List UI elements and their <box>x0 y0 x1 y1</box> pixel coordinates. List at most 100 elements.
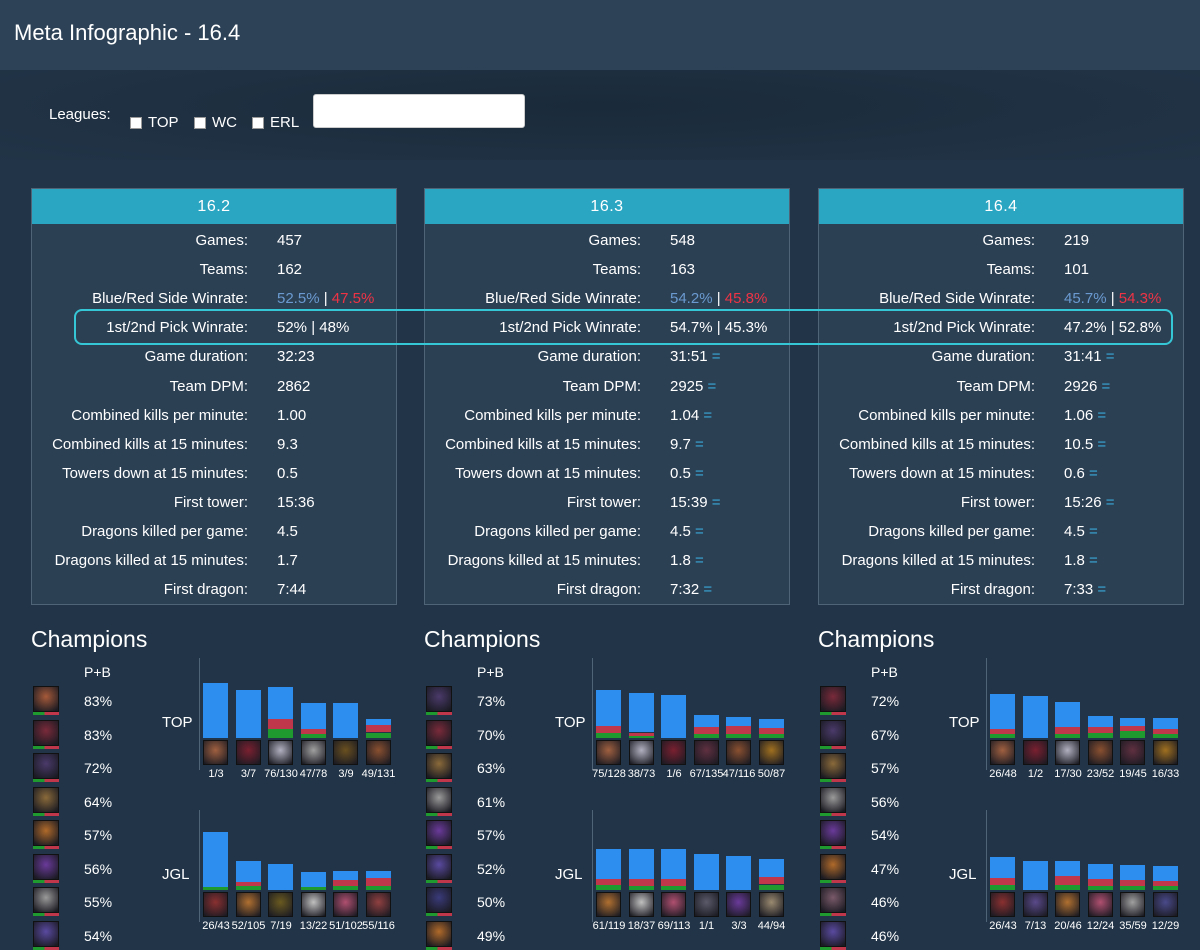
bar-champion-icon[interactable] <box>365 892 391 917</box>
role-chart-axis <box>986 810 987 922</box>
bar-champion-icon[interactable] <box>596 892 621 917</box>
champion-portrait[interactable] <box>33 920 59 947</box>
bar-segment-blue <box>333 703 358 738</box>
bar-champion-icon[interactable] <box>1055 892 1080 917</box>
bar-champion-icon[interactable] <box>693 892 719 917</box>
league-search-input[interactable] <box>313 94 525 128</box>
bar-segment-red <box>990 877 1015 886</box>
champions-title: Champions <box>424 626 541 652</box>
bar-champion-icon[interactable] <box>990 892 1015 917</box>
bar-champion-icon[interactable] <box>1087 892 1113 917</box>
bar-champion-icon[interactable] <box>990 740 1015 765</box>
bar-value-label: 13/22 <box>299 920 328 932</box>
champion-portrait[interactable] <box>426 719 452 746</box>
bar-champion-icon[interactable] <box>300 892 326 917</box>
bar-champion-icon[interactable] <box>333 892 358 917</box>
stat-label: Combined kills at 15 minutes: <box>839 435 1035 453</box>
bar-segment-blue <box>1087 716 1113 727</box>
bar-segment-blue <box>1120 864 1145 881</box>
bar-champion-icon[interactable] <box>268 892 293 917</box>
trend-equal-icon: = <box>1084 523 1098 540</box>
champion-portrait[interactable] <box>33 786 59 813</box>
bar-value-label: 1/2 <box>1027 768 1044 780</box>
pick-ban-bar <box>426 846 452 849</box>
champion-portrait[interactable] <box>33 753 59 779</box>
bar-champion-icon[interactable] <box>203 740 228 765</box>
bar-champion-icon[interactable] <box>758 740 784 765</box>
champion-portrait[interactable] <box>820 920 846 947</box>
champion-portrait[interactable] <box>33 853 59 880</box>
bar-segment-blue <box>365 719 391 725</box>
checkbox-icon[interactable] <box>252 116 264 129</box>
stat-label: Combined kills per minute: <box>464 406 641 424</box>
bar-champion-icon[interactable] <box>365 740 391 765</box>
champion-portrait[interactable] <box>820 686 846 712</box>
bar-segment-green <box>758 733 784 738</box>
champion-portrait[interactable] <box>426 753 452 779</box>
bar-champion-icon[interactable] <box>235 892 261 917</box>
bar-champion-icon[interactable] <box>1087 740 1113 765</box>
champion-portrait[interactable] <box>820 786 846 813</box>
stat-row: 1st/2nd Pick Winrate: 47.2% | 52.8% <box>819 313 1183 342</box>
stat-number: 15:39 <box>670 493 708 511</box>
champion-portrait[interactable] <box>33 820 59 846</box>
champion-portrait[interactable] <box>426 686 452 712</box>
champion-portrait[interactable] <box>820 820 846 846</box>
bar-segment-green <box>300 886 326 890</box>
champion-portrait[interactable] <box>33 686 59 712</box>
bar-champion-icon[interactable] <box>1022 740 1048 765</box>
champion-portrait[interactable] <box>426 820 452 846</box>
checkbox-icon[interactable] <box>194 116 206 129</box>
checkbox-icon[interactable] <box>130 116 142 129</box>
bar-champion-icon[interactable] <box>693 740 719 765</box>
red-side-winrate: 47.5% <box>331 290 375 308</box>
champion-portrait[interactable] <box>426 786 452 813</box>
league-checkbox-wc[interactable]: WC <box>194 114 237 131</box>
bar-champion-icon[interactable] <box>1152 892 1178 917</box>
bar-value-label: 44/94 <box>757 920 786 932</box>
pick-ban-bar <box>33 946 59 950</box>
pick-ban-bar <box>820 745 846 749</box>
stat-value: 2926 = <box>1064 378 1110 395</box>
blue-side-winrate: 52.5% <box>277 290 320 308</box>
bar-champion-icon[interactable] <box>596 740 621 765</box>
stat-row: First tower: 15:26 = <box>819 488 1183 517</box>
league-checkbox-erl[interactable]: ERL <box>252 114 299 131</box>
champion-portrait[interactable] <box>820 853 846 880</box>
bar-champion-icon[interactable] <box>203 892 228 917</box>
champion-portrait[interactable] <box>820 887 846 913</box>
bar-champion-icon[interactable] <box>726 740 751 765</box>
champion-portrait[interactable] <box>426 853 452 880</box>
bar-value-label: 75/128 <box>592 768 626 780</box>
bar-champion-icon[interactable] <box>1022 892 1048 917</box>
champion-portrait[interactable] <box>426 887 452 913</box>
bar-champion-icon[interactable] <box>1152 740 1178 765</box>
champion-portrait[interactable] <box>426 920 452 947</box>
bar-champion-icon[interactable] <box>1120 892 1145 917</box>
bar-champion-icon[interactable] <box>726 892 751 917</box>
champion-portrait[interactable] <box>820 719 846 746</box>
bar-champion-icon[interactable] <box>628 740 654 765</box>
league-checkbox-top[interactable]: TOP <box>130 114 179 131</box>
bar-segment-blue <box>268 864 293 890</box>
champion-portrait[interactable] <box>33 719 59 746</box>
stat-value: 2862 <box>277 378 310 395</box>
bar-champion-icon[interactable] <box>300 740 326 765</box>
stat-number: 162 <box>277 261 303 279</box>
bar-champion-icon[interactable] <box>661 740 686 765</box>
bar-champion-icon[interactable] <box>758 892 784 917</box>
stat-value: 548 <box>670 232 695 249</box>
bar-champion-icon[interactable] <box>235 740 261 765</box>
champion-portrait[interactable] <box>820 753 846 779</box>
stat-number: 0.5 <box>277 464 298 482</box>
stat-value: 15:36 <box>277 494 315 511</box>
stat-number: 7:32 <box>670 581 700 599</box>
champion-portrait[interactable] <box>33 887 59 913</box>
bar-champion-icon[interactable] <box>1055 740 1080 765</box>
bar-segment-blue <box>661 694 686 738</box>
bar-champion-icon[interactable] <box>661 892 686 917</box>
bar-champion-icon[interactable] <box>268 740 293 765</box>
bar-champion-icon[interactable] <box>333 740 358 765</box>
bar-champion-icon[interactable] <box>628 892 654 917</box>
bar-champion-icon[interactable] <box>1120 740 1145 765</box>
